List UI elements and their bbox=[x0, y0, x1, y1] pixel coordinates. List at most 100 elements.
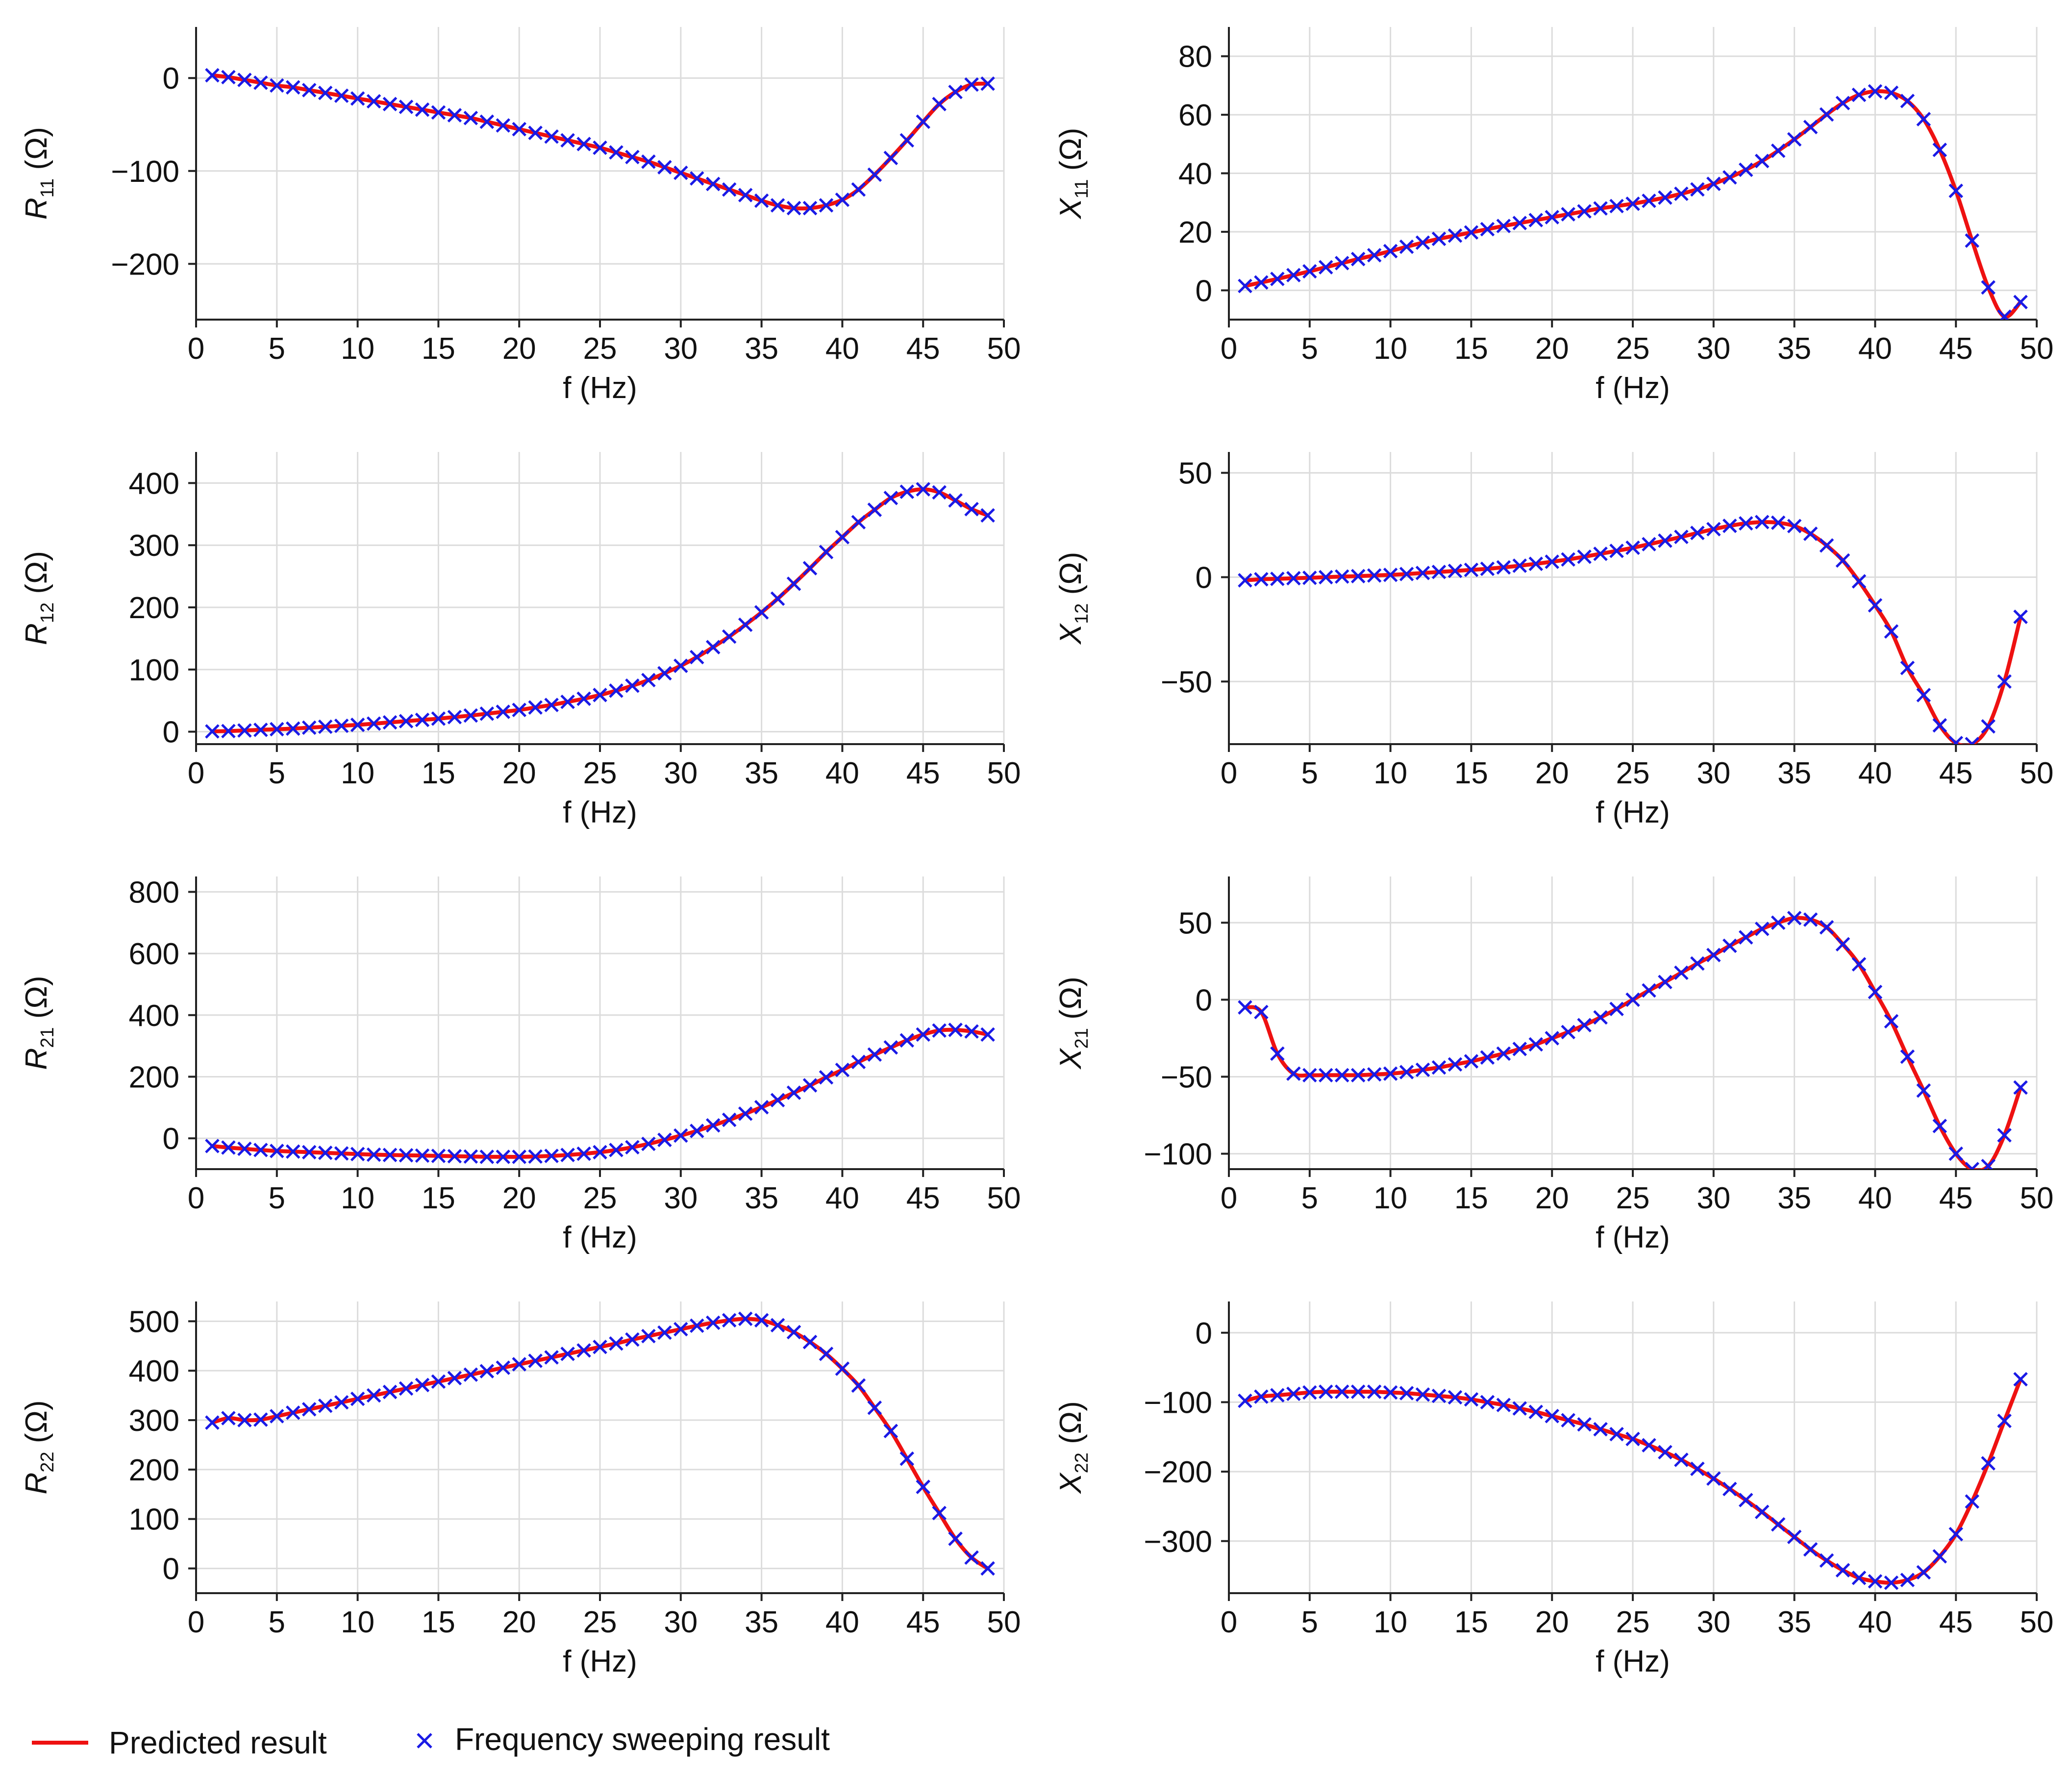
chart-r11-ylabel: R11 (Ω) bbox=[20, 127, 58, 220]
chart-x21-xtick-label-5: 5 bbox=[1301, 1181, 1318, 1215]
chart-x12-xtick-label-50: 50 bbox=[2020, 756, 2054, 790]
chart-x22-sweep-point-41 bbox=[1884, 1575, 1899, 1590]
chart-x12-sweep-point-15 bbox=[1464, 562, 1479, 577]
chart-x21-sweep-point-14 bbox=[1448, 1057, 1463, 1072]
chart-x22-sweep-point-32 bbox=[1738, 1493, 1753, 1507]
chart-r21-sweep-point-21 bbox=[528, 1149, 543, 1164]
chart-r11-sweep-point-23 bbox=[560, 133, 575, 148]
chart-x11-sweep-point-46 bbox=[1965, 233, 1979, 248]
chart-x11-sweep-point-35 bbox=[1787, 132, 1802, 147]
chart-x21-data bbox=[1238, 911, 2028, 1169]
chart-x11-sweep-point-16 bbox=[1480, 222, 1495, 237]
chart-r22-sweep-point-29 bbox=[657, 1325, 672, 1340]
chart-x22-sweep-point-49 bbox=[2013, 1372, 2028, 1387]
chart-x22-sweep-point-11 bbox=[1399, 1386, 1414, 1401]
chart-r22-xtick-label-25: 25 bbox=[583, 1605, 617, 1639]
chart-x22-sweep-point-7 bbox=[1334, 1384, 1349, 1399]
chart-x11-sweep-point-31 bbox=[1722, 170, 1737, 185]
chart-r21: 0 5 10 15 20 25 30 35 40 45 50 0 200 400 600 800 f (Hz) R… bbox=[20, 875, 1021, 1254]
chart-r11-xtick-label-35: 35 bbox=[745, 332, 778, 366]
chart-x21-sweep-point-13 bbox=[1431, 1060, 1447, 1075]
chart-x12-sweep-point-40 bbox=[1868, 598, 1883, 613]
chart-x11-sweep-point-13 bbox=[1431, 231, 1447, 246]
chart-x12-sweep-point-14 bbox=[1448, 563, 1463, 578]
chart-x22-sweep-point-8 bbox=[1350, 1384, 1366, 1399]
chart-x21-sweep-point-19 bbox=[1528, 1037, 1544, 1052]
chart-r12-xtick-label-5: 5 bbox=[269, 756, 285, 790]
chart-x22-xtick-label-45: 45 bbox=[1939, 1605, 1973, 1639]
chart-r21-sweep-point-12 bbox=[382, 1148, 398, 1162]
chart-r11-xtick-label-15: 15 bbox=[422, 332, 455, 366]
chart-x11-xtick-label-5: 5 bbox=[1301, 332, 1318, 366]
chart-r22-sweep-point-23 bbox=[560, 1347, 575, 1361]
chart-r21-xtick-label-45: 45 bbox=[906, 1181, 940, 1215]
chart-r21-sweep-point-16 bbox=[447, 1149, 462, 1164]
chart-x22-sweep-point-10 bbox=[1383, 1385, 1398, 1400]
chart-r22-sweep-point-26 bbox=[609, 1336, 624, 1351]
chart-r21-sweep-point-23 bbox=[560, 1148, 575, 1162]
chart-x22-sweep-point-47 bbox=[1981, 1456, 1996, 1471]
chart-x21-sweep-point-8 bbox=[1350, 1068, 1366, 1083]
chart-x22-sweep-point-26 bbox=[1642, 1438, 1656, 1453]
chart-x22-sweep-point-38 bbox=[1835, 1563, 1850, 1578]
chart-x22-sweep-point-31 bbox=[1722, 1481, 1737, 1497]
chart-r21-ylabel-unit: (Ω) bbox=[20, 976, 53, 1027]
chart-r11-sweep-point-4 bbox=[253, 75, 268, 90]
chart-r22-sweep-point-25 bbox=[593, 1340, 607, 1354]
chart-x11-sweep-point-37 bbox=[1819, 107, 1834, 122]
chart-r11-data bbox=[205, 68, 995, 216]
chart-x21-sweep-point-6 bbox=[1318, 1068, 1333, 1083]
chart-x22-sweep-point-2 bbox=[1254, 1389, 1269, 1404]
chart-r12-xtick-label-35: 35 bbox=[745, 756, 778, 790]
chart-x21-sweep-point-22 bbox=[1577, 1018, 1592, 1032]
chart-x21-sweep-point-5 bbox=[1302, 1068, 1317, 1083]
chart-r22-sweep-point-41 bbox=[851, 1378, 866, 1393]
chart-r12-sweep-point-27 bbox=[625, 678, 640, 693]
chart-x12-sweep-point-21 bbox=[1561, 552, 1575, 567]
chart-r12-sweep-point-23 bbox=[560, 695, 575, 709]
chart-r21-xtick-label-20: 20 bbox=[502, 1181, 536, 1215]
chart-x12-sweep-point-39 bbox=[1851, 574, 1867, 589]
chart-r22-ytick-label-0: 0 bbox=[163, 1552, 179, 1586]
chart-x12-sweep-point-42 bbox=[1900, 660, 1915, 675]
chart-x12-sweep-point-18 bbox=[1512, 558, 1527, 573]
chart-x22-sweep-point-29 bbox=[1690, 1461, 1705, 1476]
chart-r21-sweep-point-48 bbox=[964, 1024, 979, 1039]
chart-x21-sweep-point-41 bbox=[1884, 1014, 1899, 1029]
chart-x22-sweep-point-36 bbox=[1803, 1542, 1818, 1557]
chart-x11-xtick-label-15: 15 bbox=[1454, 332, 1488, 366]
chart-x11-sweep-point-33 bbox=[1754, 153, 1770, 169]
chart-x22-sweep-point-13 bbox=[1431, 1388, 1447, 1403]
chart-r22-sweep-point-12 bbox=[382, 1384, 398, 1400]
chart-x12-sweep-point-47 bbox=[1981, 719, 1996, 734]
chart-r11-sweep-point-42 bbox=[867, 167, 882, 182]
chart-x21-sweep-point-21 bbox=[1561, 1025, 1575, 1040]
chart-r11-sweep-point-48 bbox=[964, 77, 979, 92]
chart-x22-sweep-point-39 bbox=[1851, 1571, 1867, 1585]
chart-x11-xtick-label-10: 10 bbox=[1373, 332, 1407, 366]
chart-r22-sweep-point-33 bbox=[722, 1313, 737, 1328]
chart-x12-sweep-point-33 bbox=[1754, 515, 1770, 529]
chart-x11-sweep-point-11 bbox=[1399, 239, 1414, 254]
chart-x11-xtick-label-35: 35 bbox=[1777, 332, 1811, 366]
chart-r12-sweep-point-6 bbox=[285, 721, 300, 736]
chart-r22-xtick-label-15: 15 bbox=[422, 1605, 455, 1639]
chart-x21-sweep-point-11 bbox=[1399, 1065, 1414, 1079]
chart-x22-sweep-point-46 bbox=[1965, 1494, 1979, 1509]
chart-r21-sweep-point-45 bbox=[916, 1027, 930, 1042]
chart-r11-sweep-point-6 bbox=[285, 80, 300, 95]
chart-x21-sweep-point-1 bbox=[1238, 1000, 1252, 1015]
chart-x12-xtick-label-45: 45 bbox=[1939, 756, 1973, 790]
chart-r12-ylabel: R12 (Ω) bbox=[20, 551, 58, 645]
chart-x11-ylabel-symbol: X bbox=[1054, 197, 1088, 220]
chart-r22-sweep-point-32 bbox=[705, 1315, 721, 1330]
chart-x21-sweep-point-3 bbox=[1270, 1046, 1285, 1061]
chart-r12: 0 5 10 15 20 25 30 35 40 45 50 0 100 200 300 400 f (Hz) R… bbox=[20, 452, 1021, 829]
chart-x21-sweep-point-17 bbox=[1496, 1046, 1511, 1061]
chart-r12-sweep-point-14 bbox=[415, 712, 430, 727]
chart-x11-ytick-label-1: 20 bbox=[1178, 216, 1212, 250]
chart-r11-sweep-point-30 bbox=[674, 165, 688, 180]
chart-r11-sweep-point-38 bbox=[802, 200, 818, 216]
chart-r11-sweep-point-33 bbox=[722, 182, 737, 197]
